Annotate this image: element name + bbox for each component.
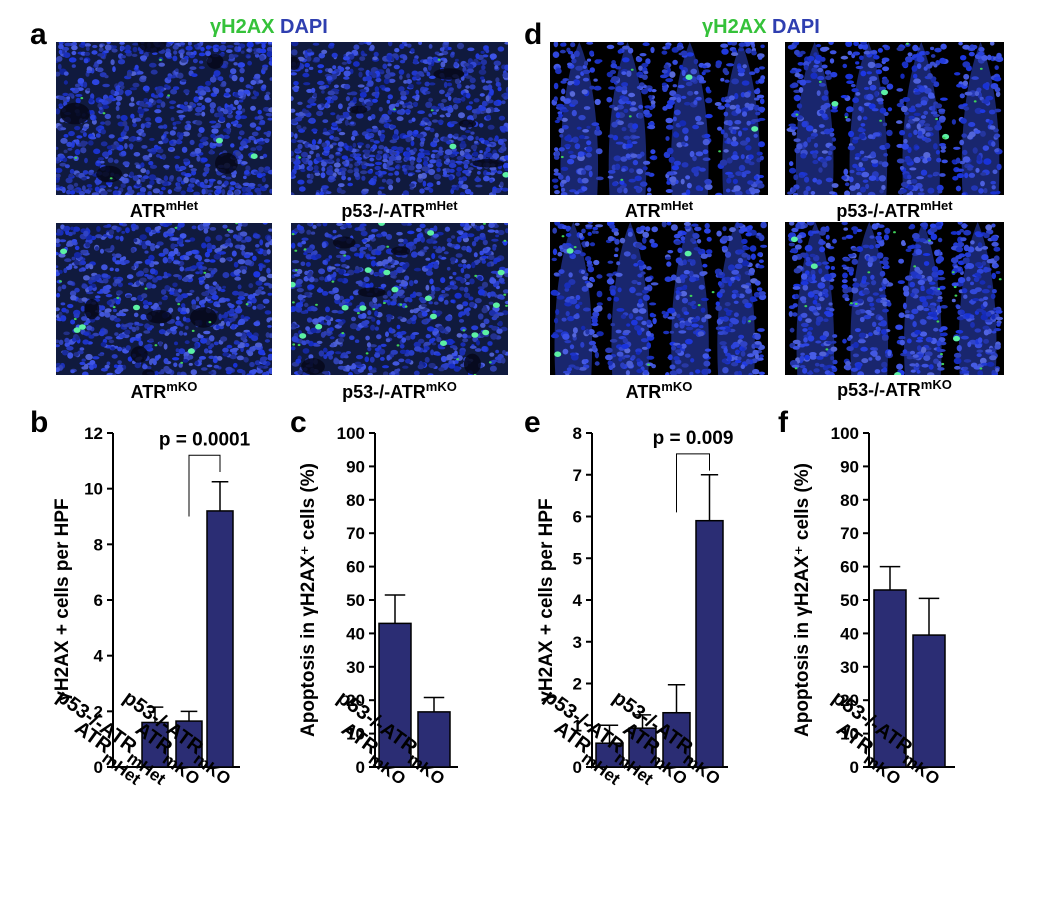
y-tick-label: 3 [573, 633, 582, 652]
bar [206, 510, 234, 768]
y-tick-label: 90 [840, 457, 859, 476]
micrograph-texture [291, 223, 508, 375]
micrograph-d-p53-atr-mko [785, 222, 1004, 375]
stain-label-counterstain: DAPI [772, 16, 820, 38]
p-value-label: p = 0.0001 [159, 429, 251, 450]
caption-d-top-left: ATRmHet [624, 198, 694, 221]
panel-letter-c: c [290, 406, 307, 439]
caption-a-bottom-right: p53-/-ATRmKO [342, 379, 457, 402]
y-tick-label: 100 [831, 424, 859, 443]
y-tick-label: 12 [84, 424, 103, 443]
micrograph-a-p53-atr-mko [291, 223, 508, 375]
stain-label-counterstain: DAPI [280, 16, 328, 38]
bar [695, 519, 724, 768]
caption-d-bottom-right: p53-/-ATRmKO [837, 377, 952, 400]
y-tick-label: 10 [840, 725, 859, 744]
caption-a-top-right: p53-/-ATRmHet [341, 198, 458, 221]
micrograph-d-p53-atr-mhet [785, 42, 1004, 195]
y-tick-label: 1 [573, 716, 582, 735]
y-axis-label: Apoptosis in γH2AX⁺ cells (%) [792, 463, 813, 737]
micrograph-texture [56, 223, 272, 375]
y-tick-label: 0 [573, 758, 582, 777]
stain-legend-a: γH2AX DAPI [210, 17, 328, 37]
micrograph-texture [291, 42, 508, 195]
y-tick-label: 2 [94, 702, 103, 721]
y-axis-label: γH2AX + cells per HPF [52, 498, 73, 701]
y-tick-label: 4 [94, 647, 104, 666]
stain-legend-d: γH2AX DAPI [702, 17, 820, 37]
y-tick-label: 0 [850, 758, 859, 777]
y-axis-label: γH2AX + cells per HPF [536, 498, 557, 701]
y-axis-label: Apoptosis in γH2AX⁺ cells (%) [298, 463, 319, 737]
micrograph-a-atr-mhet [56, 42, 272, 195]
y-tick-label: 80 [840, 491, 859, 510]
y-tick-label: 7 [573, 466, 582, 485]
y-tick-label: 2 [573, 675, 582, 694]
significance-bracket [676, 453, 710, 513]
caption-d-top-right: p53-/-ATRmHet [836, 198, 953, 221]
y-tick-label: 60 [840, 558, 859, 577]
caption-d-bottom-left: ATRmKO [625, 379, 693, 402]
micrograph-texture [56, 42, 272, 195]
y-tick-label: 50 [346, 591, 365, 610]
micrograph-texture [786, 42, 1004, 195]
micrograph-texture [551, 42, 766, 195]
y-tick-label: 80 [346, 491, 365, 510]
y-tick-label: 20 [840, 691, 859, 710]
y-tick-label: 8 [94, 535, 103, 554]
y-tick-label: 5 [573, 549, 582, 568]
y-tick-label: 0 [356, 758, 365, 777]
bar [378, 622, 412, 768]
bar [912, 634, 946, 768]
y-tick-label: 4 [573, 591, 583, 610]
y-tick-label: 10 [84, 480, 103, 499]
micrograph-d-atr-mko [550, 222, 768, 375]
panel-letter-f: f [778, 406, 788, 439]
stain-label-marker: γH2AX [702, 16, 767, 38]
p-value-label: p = 0.009 [653, 428, 734, 449]
y-tick-label: 30 [346, 658, 365, 677]
y-tick-label: 70 [346, 524, 365, 543]
significance-bracket [188, 454, 221, 517]
y-tick-label: 6 [94, 591, 103, 610]
micrograph-a-p53-atr-mhet [291, 42, 508, 195]
micrograph-texture [550, 222, 768, 375]
caption-a-bottom-left: ATRmKO [130, 379, 198, 402]
y-tick-label: 10 [346, 725, 365, 744]
y-tick-label: 20 [346, 691, 365, 710]
y-tick-label: 100 [337, 424, 365, 443]
caption-a-top-left: ATRmHet [129, 198, 199, 221]
y-tick-label: 40 [840, 624, 859, 643]
panel-letter-e: e [524, 406, 541, 439]
y-tick-label: 70 [840, 524, 859, 543]
y-tick-label: 0 [94, 758, 103, 777]
y-tick-label: 50 [840, 591, 859, 610]
micrograph-texture [787, 222, 1003, 375]
y-tick-label: 6 [573, 508, 582, 527]
micrograph-a-atr-mko [56, 223, 272, 375]
panel-letter-d: d [524, 18, 543, 51]
micrograph-d-atr-mhet [550, 42, 768, 195]
panel-letter-a: a [30, 18, 47, 51]
y-tick-label: 30 [840, 658, 859, 677]
panel-letter-b: b [30, 406, 49, 439]
y-tick-label: 60 [346, 558, 365, 577]
bar [662, 711, 691, 768]
y-tick-label: 8 [573, 424, 582, 443]
stain-label-marker: γH2AX [210, 16, 275, 38]
y-tick-label: 40 [346, 624, 365, 643]
y-tick-label: 90 [346, 457, 365, 476]
